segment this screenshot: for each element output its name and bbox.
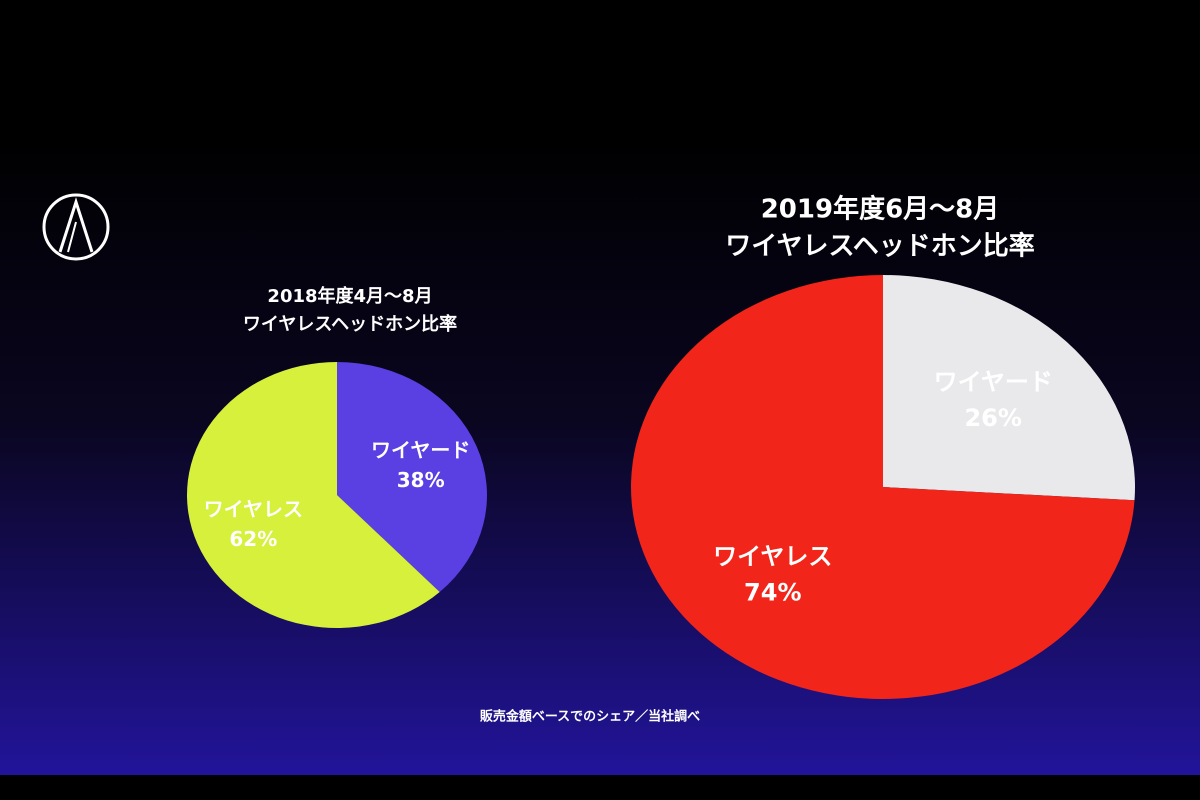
source-note: 販売金額ベースでのシェア／当社調べ	[480, 709, 700, 725]
value-label: 38%	[397, 468, 445, 492]
chart-title: 2019年度6月～8月	[761, 194, 1000, 225]
pie-slice	[883, 275, 1135, 501]
slice-label: ワイヤード	[934, 368, 1053, 396]
slice-label: ワイヤレス	[204, 497, 303, 521]
chart-subtitle: ワイヤレスヘッドホン比率	[243, 313, 457, 335]
pie-slice	[631, 275, 1135, 700]
chart-subtitle: ワイヤレスヘッドホン比率	[725, 231, 1034, 262]
slice-label: ワイヤード	[371, 438, 470, 462]
logo	[42, 193, 110, 261]
pie-slice	[337, 362, 487, 592]
pie-slice	[186, 362, 440, 628]
chart-title: 2018年度4月～8月	[267, 285, 432, 307]
value-label: 74%	[744, 578, 801, 606]
value-label: 26%	[964, 404, 1021, 432]
value-label: 62%	[229, 527, 277, 551]
slice-label: ワイヤレス	[713, 542, 832, 570]
